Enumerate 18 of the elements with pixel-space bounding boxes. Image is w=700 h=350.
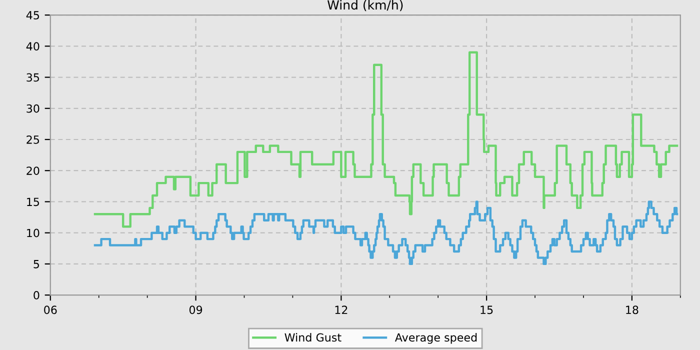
y-tick-label: 20 (26, 166, 40, 175)
y-tick-label: 35 (26, 73, 40, 82)
x-tick-label: 12 (335, 306, 348, 314)
x-tick-label: 06 (44, 306, 57, 314)
y-tick-label: 25 (26, 135, 40, 144)
y-tick-label: 15 (27, 198, 40, 206)
y-tick-label: 5 (34, 260, 40, 268)
legend-label: Wind Gust (284, 333, 342, 342)
y-tick-label: 0 (34, 291, 40, 300)
x-tick-label: 09 (189, 306, 202, 314)
x-tick-label: 18 (626, 306, 638, 314)
chart-title: Wind (km/h) (327, 0, 403, 12)
y-tick-label: 45 (26, 11, 40, 20)
y-tick-label: 30 (26, 104, 40, 113)
y-tick-label: 10 (27, 228, 40, 238)
legend-label: Average speed (394, 333, 477, 344)
y-tick-label: 40 (26, 42, 40, 51)
x-tick-label: 15 (480, 306, 493, 314)
